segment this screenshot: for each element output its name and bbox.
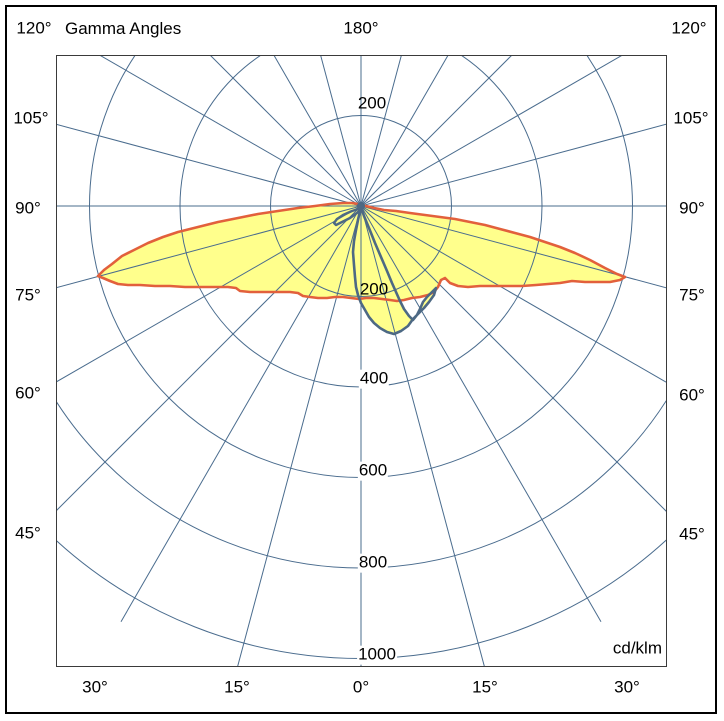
intensity-ring [270,115,452,297]
curve-c90-c270 [351,205,438,336]
ring-label-600: 600 [357,460,389,481]
gamma-grid-line [210,56,362,207]
intensity-fill-c90 [353,207,436,334]
polar-plot-area [56,55,667,667]
gamma-label-right-105: 105° [673,108,709,128]
gamma-grid-line [360,205,666,383]
gamma-grid-line [57,205,362,383]
gamma-label-bottom-15-right: 15° [472,677,498,697]
curve-c90-c270-petal [332,206,362,227]
gamma-label-right-120: 120° [671,18,707,38]
gamma-grid-line [360,205,666,512]
gamma-label-left-45: 45° [15,523,41,543]
ring-label-200: 200 [359,279,389,299]
gamma-label-bottom-0: 0° [352,677,370,697]
gamma-grid-line [360,123,666,207]
gamma-grid-line [57,205,362,288]
gamma-label-left-60: 60° [15,383,41,403]
gamma-label-left-105: 105° [13,108,49,128]
gamma-grid-line [100,56,362,207]
gamma-grid-line [237,205,362,666]
gamma-grid-line [57,124,362,207]
chart-layer [57,56,666,666]
gamma-label-right-45: 45° [679,524,705,544]
gamma-grid-line [360,205,485,666]
gamma-grid-line [120,205,362,622]
gamma-grid-line [273,56,362,207]
gamma-label-top-180: 180° [343,18,379,38]
chart-title: Gamma Angles [65,19,182,38]
curve-c0-c180 [96,201,627,303]
ring-label-800: 800 [357,552,389,573]
gamma-label-left-120: 120° [16,18,52,38]
gamma-label-left-75: 75° [15,285,41,305]
gamma-grid-line [360,56,402,207]
gamma-grid-line [57,205,362,511]
unit-label: cd/klm [612,638,662,658]
ring-label-200-top: 200 [357,93,387,113]
curve-origin-dot [357,202,365,210]
gamma-label-right-60: 60° [679,385,705,405]
gamma-label-right-90: 90° [679,198,705,218]
gamma-label-bottom-30-left: 30° [82,677,108,697]
gamma-grid-line [360,56,622,207]
gamma-label-left-90: 90° [15,198,41,218]
ring-label-1000: 1000 [357,644,397,665]
gamma-grid-line [360,205,666,289]
ring-label-400: 400 [358,368,390,389]
gamma-label-bottom-15-left: 15° [224,677,250,697]
gamma-grid-line [320,56,362,207]
gamma-label-right-75: 75° [679,285,705,305]
gamma-label-bottom-30-right: 30° [614,677,640,697]
gamma-grid-line [360,56,512,207]
gamma-grid-line [360,56,449,207]
gamma-grid-line [360,205,602,622]
